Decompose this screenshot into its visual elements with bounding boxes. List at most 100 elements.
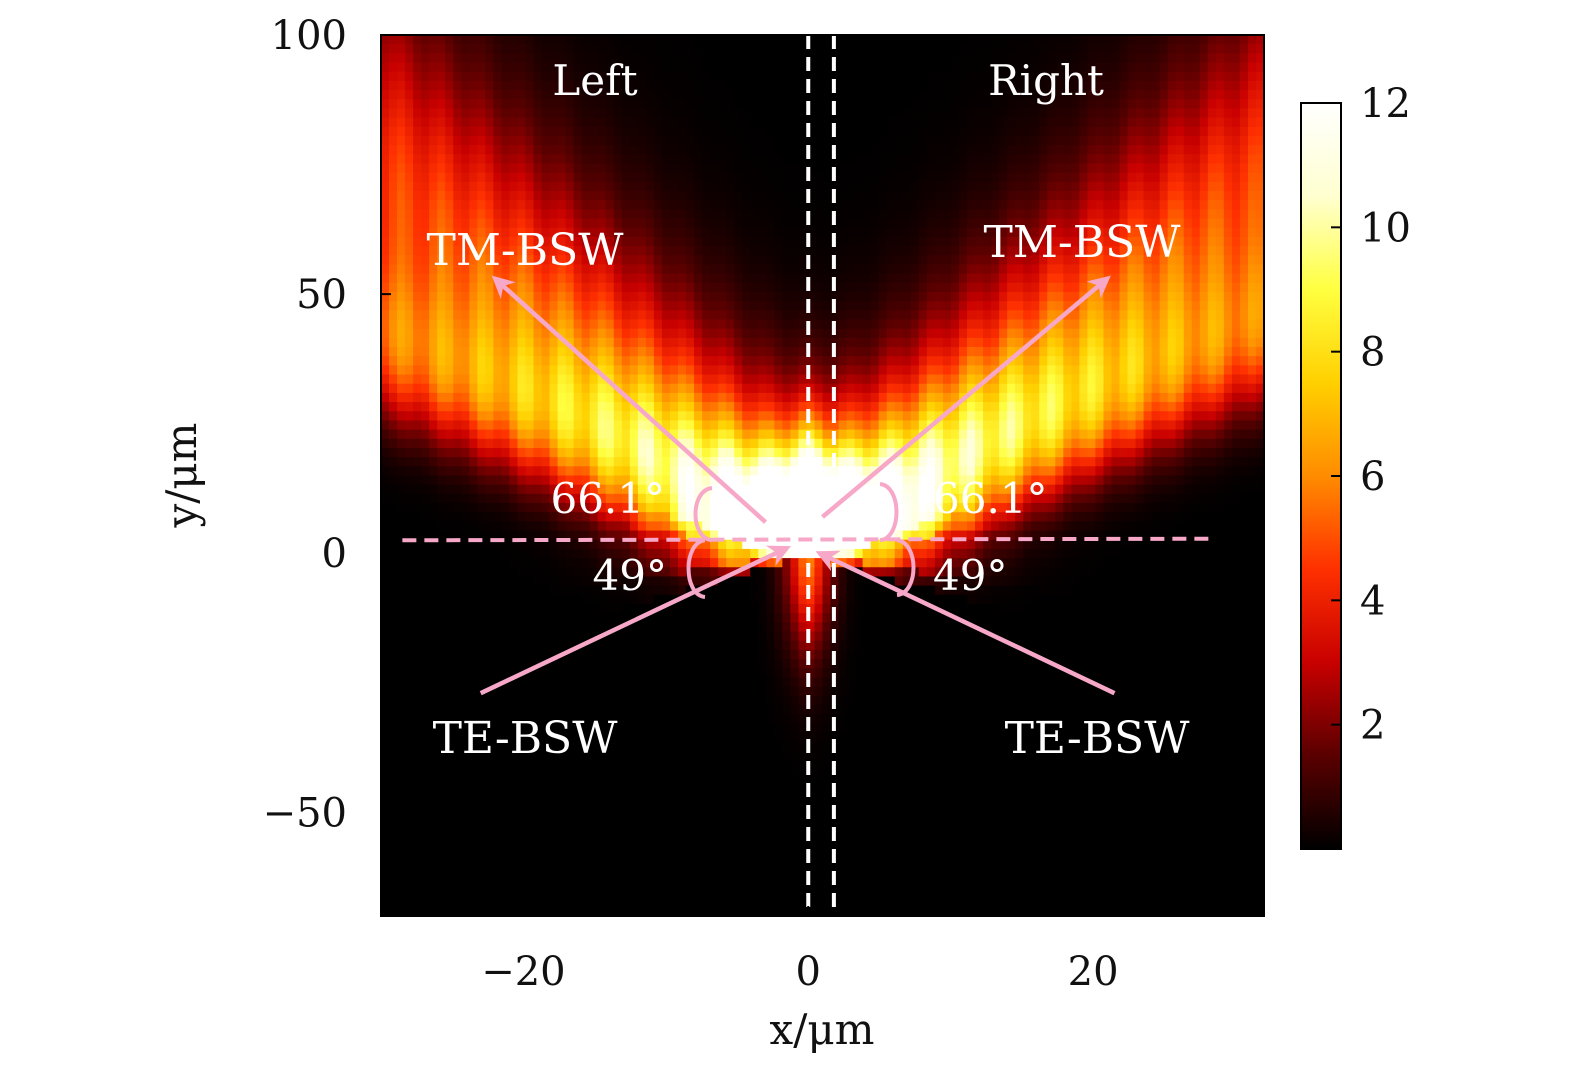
heatmap-cell xyxy=(878,282,888,293)
heatmap-cell xyxy=(525,310,535,321)
heatmap-cell xyxy=(1095,328,1105,339)
heatmap-cell xyxy=(1151,71,1161,82)
heatmap-cell xyxy=(1087,392,1097,403)
heatmap-cell xyxy=(1239,438,1249,449)
heatmap-cell xyxy=(629,181,639,192)
heatmap-cell xyxy=(533,99,543,110)
heatmap-cell xyxy=(1231,264,1241,275)
heatmap-cell xyxy=(453,347,462,357)
heatmap-cell xyxy=(710,365,719,376)
heatmap-cell xyxy=(485,310,494,321)
heatmap-cell xyxy=(421,154,430,165)
heatmap-cell xyxy=(942,200,952,210)
heatmap-cell xyxy=(726,291,735,302)
heatmap-cell xyxy=(581,264,591,275)
heatmap-cell xyxy=(613,420,623,431)
heatmap-cell xyxy=(429,154,438,165)
heatmap-cell xyxy=(782,328,791,339)
heatmap-cell xyxy=(758,264,767,275)
heatmap-cell xyxy=(429,310,438,321)
heatmap-cell xyxy=(1207,356,1217,366)
heatmap-cell xyxy=(806,411,816,422)
heatmap-cell xyxy=(902,117,912,128)
heatmap-cell xyxy=(397,71,406,82)
heatmap-cell xyxy=(621,227,631,238)
heatmap-cell xyxy=(1063,310,1072,321)
heatmap-cell xyxy=(878,135,888,146)
heatmap-cell xyxy=(429,218,438,229)
heatmap-cell xyxy=(975,246,984,256)
heatmap-cell xyxy=(678,163,687,174)
heatmap-cell xyxy=(661,383,671,394)
heatmap-cell xyxy=(1111,383,1121,394)
heatmap-cell xyxy=(629,429,639,440)
heatmap-cell xyxy=(493,255,503,266)
heatmap-cell xyxy=(381,135,390,146)
heatmap-cell xyxy=(958,301,968,311)
heatmap-cell xyxy=(1255,246,1264,256)
heatmap-cell xyxy=(501,365,511,376)
heatmap-cell xyxy=(605,163,615,174)
heatmap-cell xyxy=(1055,291,1064,302)
heatmap-cell xyxy=(1151,117,1161,128)
heatmap-cell xyxy=(934,200,944,210)
heatmap-cell xyxy=(629,154,639,165)
heatmap-cell xyxy=(1247,163,1257,174)
heatmap-cell xyxy=(1063,383,1072,394)
heatmap-cell xyxy=(1079,383,1088,394)
heatmap-cell xyxy=(894,319,904,330)
heatmap-cell xyxy=(1119,328,1129,339)
heatmap-cell xyxy=(966,191,976,201)
heatmap-cell xyxy=(1167,145,1177,155)
heatmap-cell xyxy=(445,145,454,155)
heatmap-cell xyxy=(573,108,583,119)
heatmap-cell xyxy=(991,402,1000,412)
heatmap-cell xyxy=(525,62,535,73)
heatmap-cell xyxy=(846,328,856,339)
heatmap-cell xyxy=(1159,264,1169,275)
heatmap-cell xyxy=(1207,44,1217,54)
heatmap-cell xyxy=(381,181,390,192)
heatmap-cell xyxy=(766,402,775,412)
heatmap-cell xyxy=(445,246,454,256)
heatmap-cell xyxy=(597,71,607,82)
heatmap-cell xyxy=(1167,328,1177,339)
heatmap-cell xyxy=(1103,181,1113,192)
heatmap-cell xyxy=(750,62,759,73)
heatmap-cell xyxy=(846,44,856,54)
heatmap-cell xyxy=(1079,337,1088,348)
heatmap-cell xyxy=(1199,420,1209,431)
heatmap-cell xyxy=(517,172,527,183)
heatmap-cell xyxy=(621,71,631,82)
heatmap-cell xyxy=(742,356,751,366)
heatmap-cell xyxy=(758,429,767,440)
heatmap-cell xyxy=(397,227,406,238)
heatmap-cell xyxy=(453,310,462,321)
heatmap-cell xyxy=(710,154,719,165)
heatmap-cell xyxy=(991,53,1000,64)
heatmap-cell xyxy=(637,402,647,412)
heatmap-cell xyxy=(814,383,824,394)
heatmap-cell xyxy=(814,227,824,238)
heatmap-cell xyxy=(1207,172,1217,183)
heatmap-cell xyxy=(726,347,735,357)
heatmap-cell xyxy=(573,301,583,311)
heatmap-cell xyxy=(509,172,519,183)
heatmap-cell xyxy=(1127,255,1137,266)
heatmap-cell xyxy=(613,411,623,422)
heatmap-cell xyxy=(1087,135,1097,146)
heatmap-cell xyxy=(1135,99,1145,110)
heatmap-cell xyxy=(1135,337,1145,348)
heatmap-cell xyxy=(750,246,759,256)
heatmap-cell xyxy=(1103,374,1113,385)
heatmap-cell xyxy=(589,383,599,394)
heatmap-cell xyxy=(999,347,1008,357)
heatmap-cell xyxy=(1127,44,1137,54)
heatmap-cell xyxy=(381,218,390,229)
heatmap-cell xyxy=(405,402,414,412)
heatmap-cell xyxy=(557,181,567,192)
heatmap-cell xyxy=(1199,392,1209,403)
heatmap-cell xyxy=(453,71,462,82)
heatmap-cell xyxy=(846,163,856,174)
heatmap-cell xyxy=(926,282,936,293)
